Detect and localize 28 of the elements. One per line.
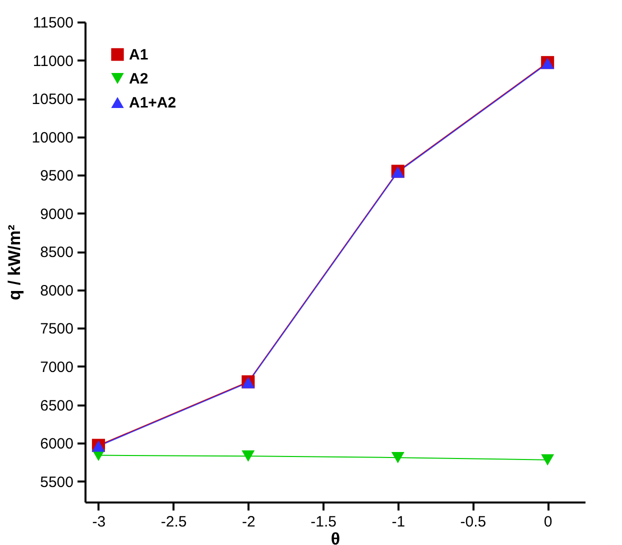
x-tick-label: -2.5 — [160, 514, 187, 530]
y-tick-label: 10000 — [32, 129, 74, 146]
y-tick-label: 5500 — [40, 474, 74, 491]
legend-label: A1+A2 — [129, 94, 176, 112]
point — [242, 450, 255, 462]
y-tick-label: 8000 — [40, 282, 74, 300]
y-tick-label: 10500 — [32, 91, 74, 108]
legend-label: A1 — [129, 46, 148, 64]
x-tick-label: -2 — [242, 514, 256, 530]
x-axis-title: θ — [330, 530, 340, 545]
point — [541, 454, 554, 466]
x-tick-label: -3 — [92, 514, 106, 530]
y-tick-label: 9000 — [40, 206, 74, 223]
x-tick-label: -1 — [392, 514, 406, 530]
y-tick-label: 6500 — [40, 397, 74, 414]
x-tick-label: -1.5 — [310, 514, 336, 530]
y-tick-label: 8500 — [40, 244, 74, 262]
y-tick-label: 11000 — [32, 52, 74, 70]
y-tick-label: 11500 — [32, 14, 74, 32]
point — [391, 452, 404, 464]
x-tick-label: 0 — [544, 514, 552, 530]
y-tick-label: 7500 — [40, 320, 74, 338]
y-axis-title: q / kW/m² — [4, 224, 24, 300]
y-tick-label: 9500 — [40, 168, 74, 185]
y-tick-label: 7000 — [40, 359, 74, 376]
x-tick-label: -0.5 — [460, 514, 486, 530]
legend-label: A2 — [129, 70, 148, 88]
y-tick-label: 6000 — [40, 436, 74, 453]
